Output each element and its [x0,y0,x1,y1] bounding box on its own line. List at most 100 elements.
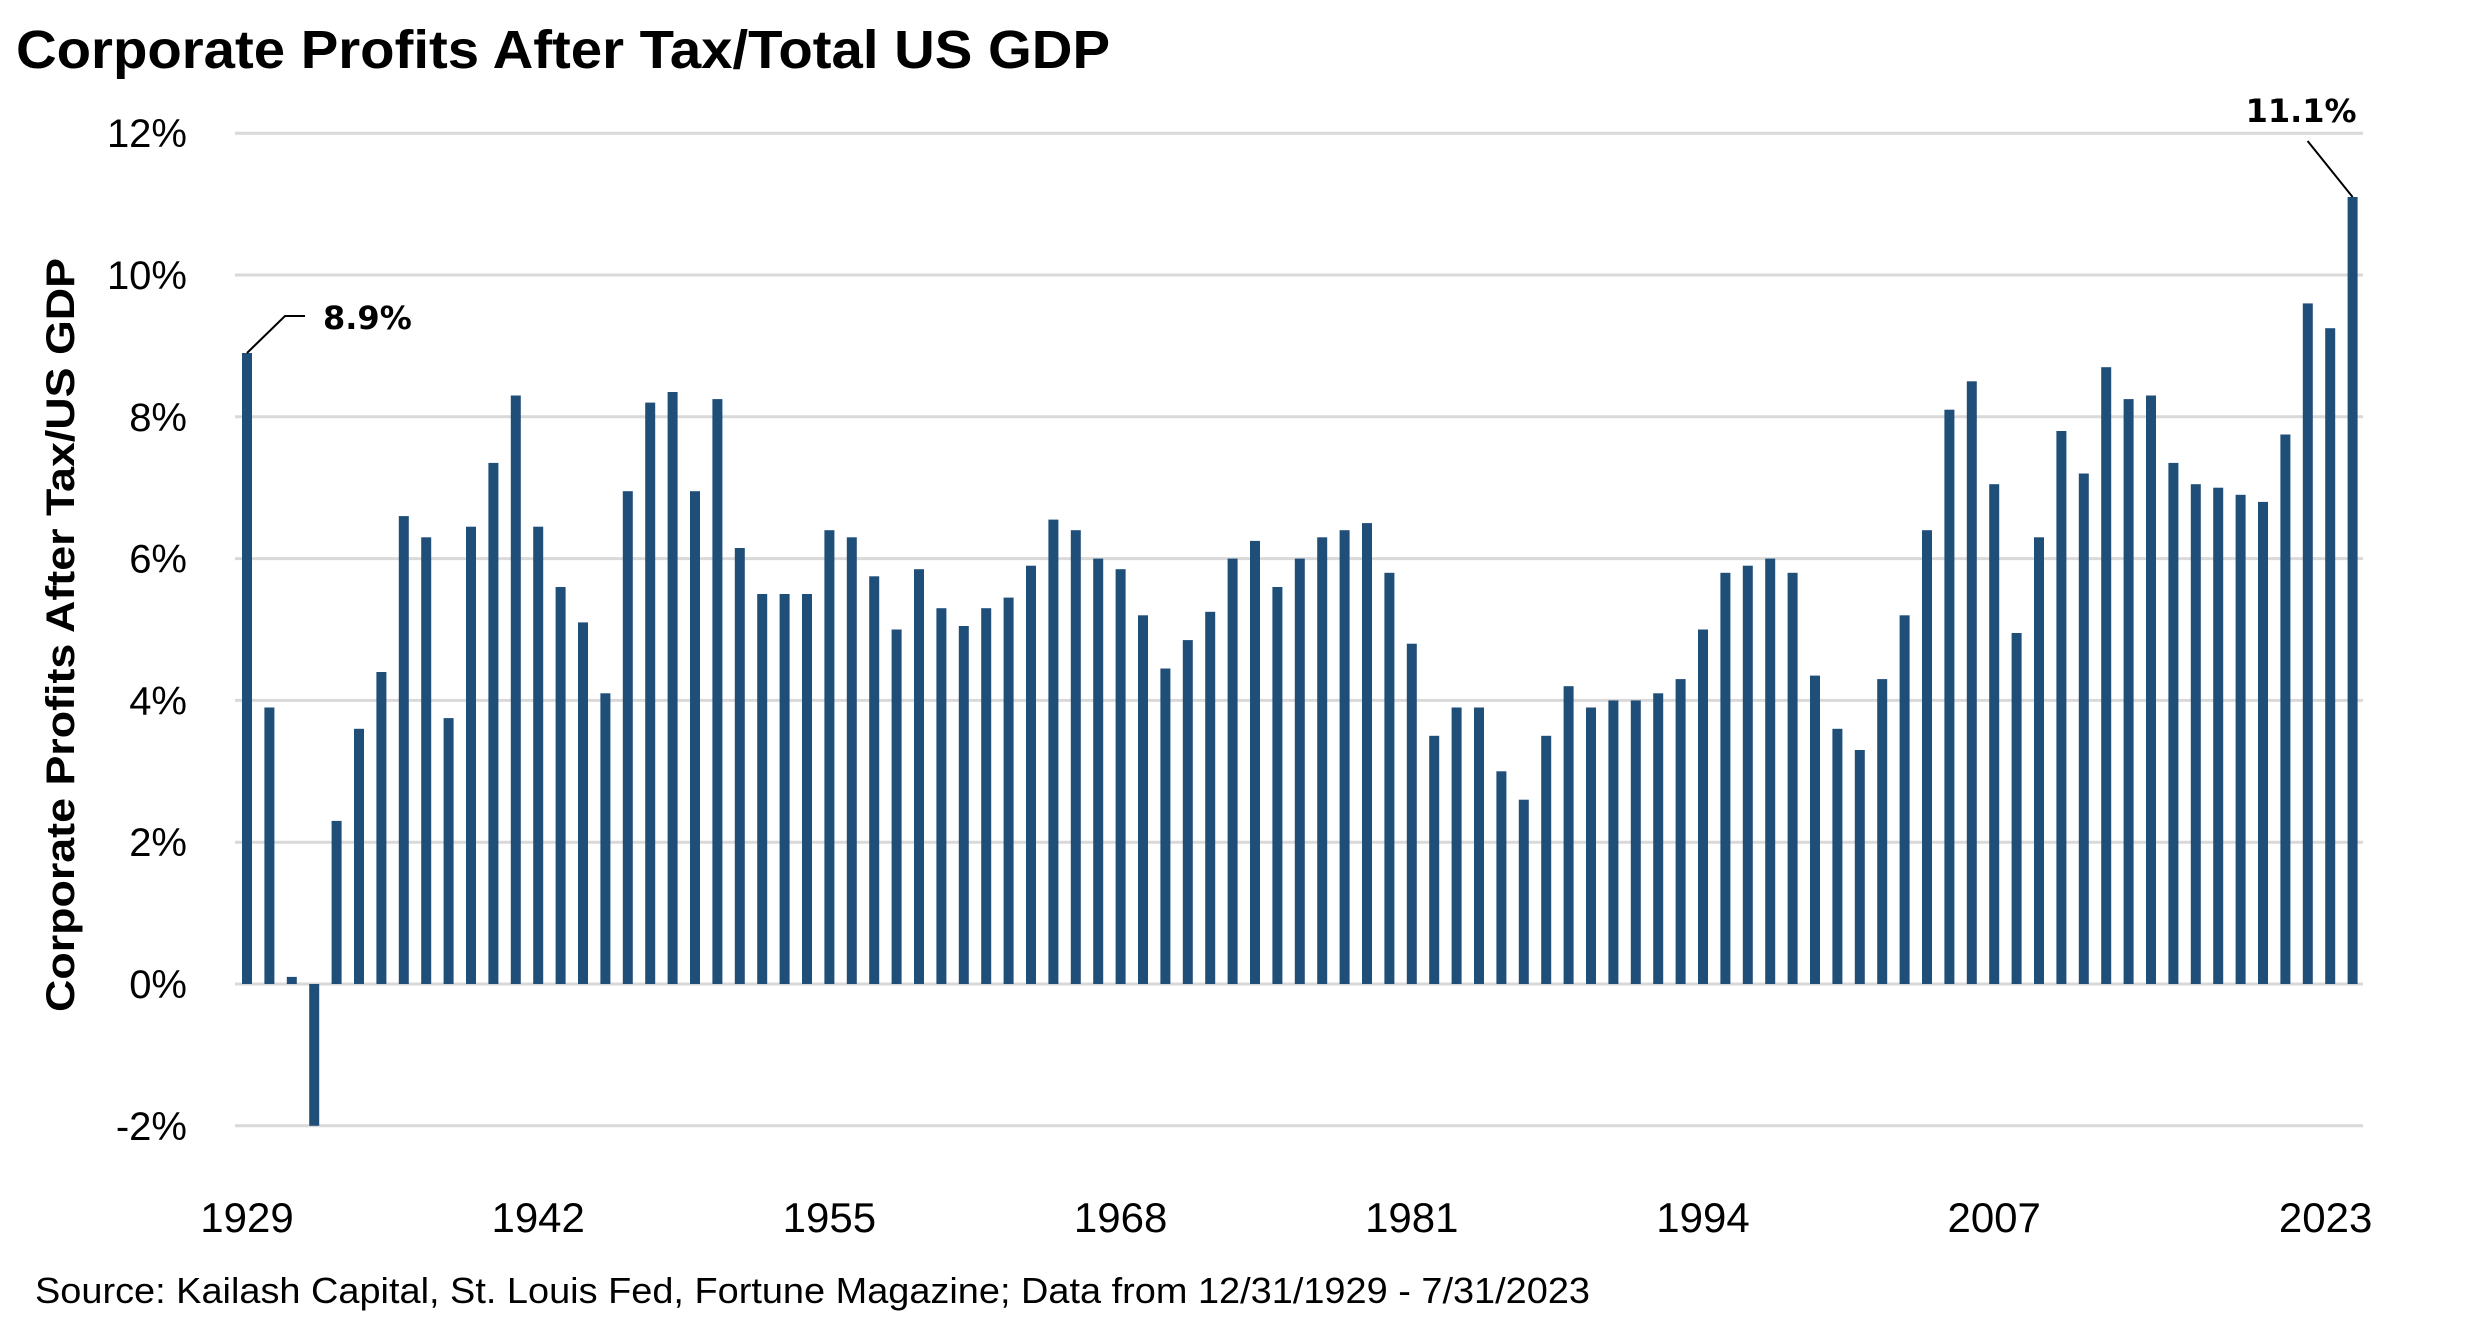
bar-1960 [936,608,947,984]
bar-1993 [1675,679,1686,984]
source-note: Source: Kailash Capital, St. Louis Fed, … [35,1270,1590,1311]
y-axis-title: Corporate Profits After Tax/US GDP [39,258,83,1012]
y-tick-label: 12% [107,112,187,156]
bar-1967 [1093,558,1104,984]
bar-1932 [309,984,320,1126]
bar-1978 [1339,530,1350,984]
bar-1963 [1003,597,1014,984]
annotation-label: 8.9% [323,299,412,337]
bar-2017 [2213,487,2224,984]
bar-1989 [1586,707,1596,984]
bar-1962 [981,608,992,984]
bar-2007 [1989,484,2000,984]
bar-1933 [331,820,342,984]
bar-1998 [1787,572,1798,984]
bar-1992 [1653,693,1664,984]
bar-1944 [578,622,588,984]
x-tick-label: 1981 [1365,1194,1458,1241]
annotation-leader [246,314,305,354]
bar-1996 [1742,565,1753,984]
bar-2020 [2280,434,2291,984]
bar-1940 [488,462,499,984]
bar-1948 [667,392,678,984]
bar-2016 [2190,484,2201,984]
bar-2018 [2235,494,2246,984]
y-tick-label: 0% [129,963,187,1007]
bar-2011 [2078,473,2089,984]
y-tick-label: 10% [107,254,187,298]
bar-1981 [1406,643,1417,984]
bar-1943 [555,587,566,984]
bar-1988 [1563,686,1574,984]
bar-1956 [846,537,857,984]
bar-2010 [2056,431,2067,984]
x-tick-label: 1942 [491,1194,584,1241]
bar-1995 [1720,572,1731,984]
bar-1931 [286,976,297,984]
y-tick-label: 6% [129,538,187,582]
bar-1974 [1250,540,1260,984]
bar-1990 [1608,700,1619,984]
bar-2014 [2146,395,2156,984]
bar-1986 [1518,799,1529,984]
bar-1938 [443,718,454,984]
bar-1934 [354,728,364,984]
bar-1953 [779,594,790,984]
bars [242,197,2358,1126]
bar-1982 [1429,735,1440,984]
bar-1983 [1451,707,1462,984]
bar-1957 [869,576,880,984]
bar-2006 [1966,381,1977,984]
bar-1937 [421,537,432,984]
bar-2013 [2123,399,2134,985]
bar-1970 [1160,668,1171,984]
x-tick-label: 2007 [1947,1194,2040,1241]
bar-1987 [1541,735,1552,984]
bar-1935 [376,672,387,984]
bar-2001 [1854,750,1865,984]
bar-2005 [1944,409,1955,984]
bar-2019 [2258,501,2268,984]
bar-1950 [712,399,723,985]
y-tick-label: 8% [129,396,187,440]
x-tick-label: 1994 [1656,1194,1749,1241]
bar-1999 [1810,675,1820,984]
bar-1955 [824,530,835,984]
x-tick-labels: 1929 1942 1955 1968 1981 1994 2007 2023 [200,1194,2372,1241]
bar-2021 [2302,303,2313,984]
bar-1941 [510,395,521,984]
bar-1979 [1362,523,1372,984]
bar-1971 [1182,640,1193,984]
bar-1929 [242,353,252,984]
y-tick-label: 4% [129,679,187,723]
bar-1945 [600,693,611,984]
bar-1954 [802,594,812,984]
y-tick-label: -2% [116,1105,187,1149]
bar-2009 [2034,537,2044,984]
bar-1939 [466,526,476,984]
bar-1951 [734,548,745,984]
bar-1997 [1765,558,1776,984]
bar-1936 [398,516,409,984]
bar-2002 [1877,679,1888,984]
bar-1959 [914,569,924,984]
bar-1958 [891,629,902,984]
bar-1980 [1384,572,1395,984]
bar-2004 [1922,530,1932,984]
bar-1942 [533,526,544,984]
bar-1949 [690,491,700,984]
bar-1973 [1227,558,1238,984]
bar-1930 [264,707,275,984]
x-tick-label: 1955 [783,1194,876,1241]
bar-1994 [1698,629,1708,984]
bar-1991 [1630,700,1641,984]
x-tick-label: 1929 [200,1194,293,1241]
bar-2022 [2325,328,2336,984]
x-tick-label: 2023 [2279,1194,2372,1241]
bar-1947 [645,402,656,985]
annotation-label: 11.1% [2246,92,2357,130]
bar-2023 [2347,197,2358,984]
bar-1946 [622,491,633,984]
bar-1977 [1317,537,1328,984]
